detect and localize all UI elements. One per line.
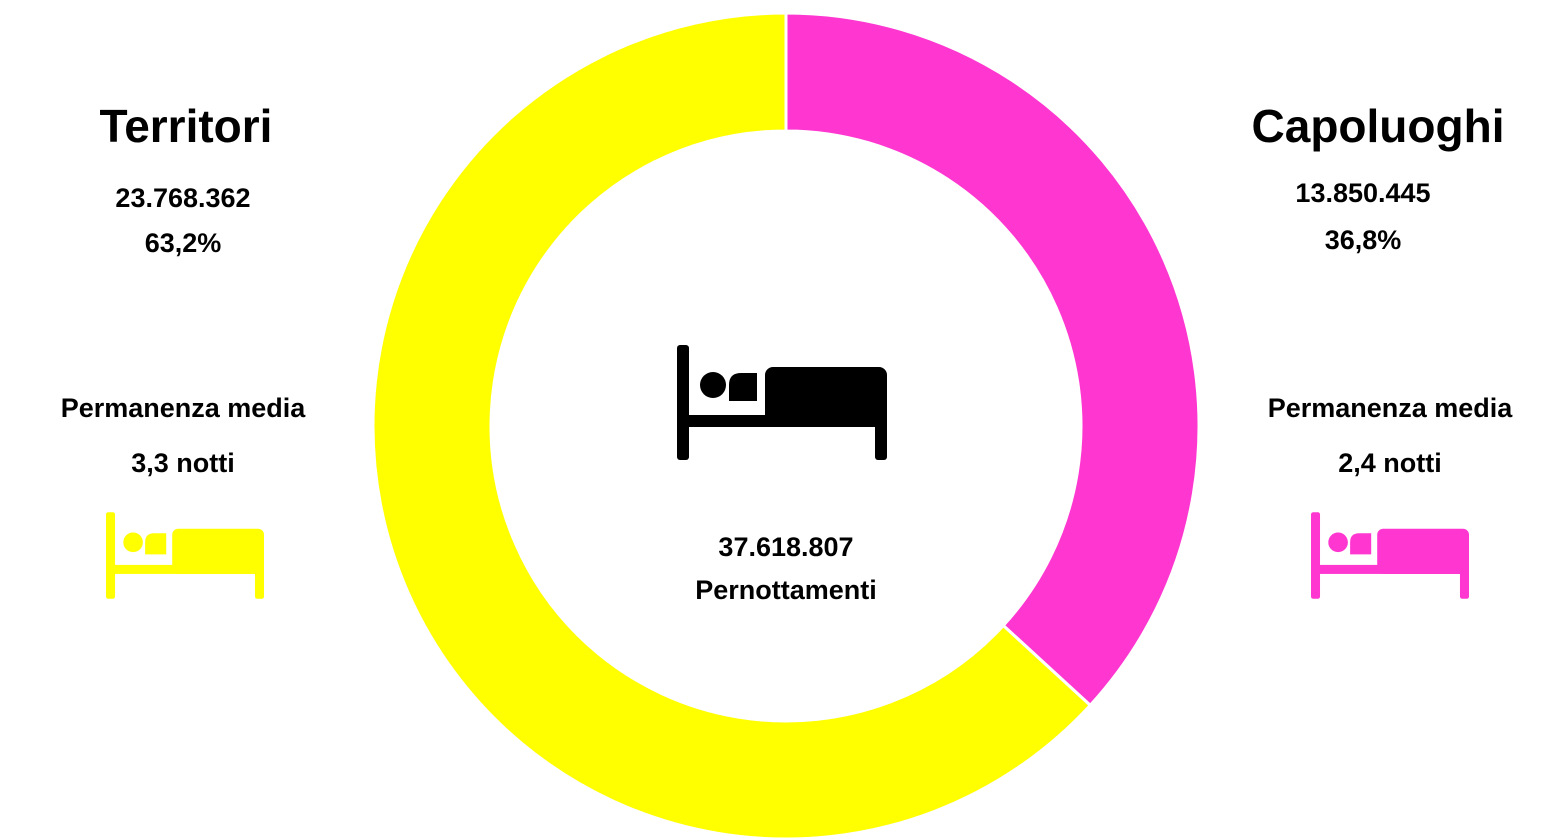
stay-label: 2,4 notti [1338,448,1442,478]
percentage-label: 63,2% [145,228,222,258]
total-label: 37.618.807 [718,532,853,562]
value-label: 13.850.445 [1295,178,1430,208]
bed-icon [1311,512,1469,599]
percentage-label: 36,8% [1325,225,1402,255]
center-label: Pernottamenti [695,575,877,605]
donut-slice [371,11,1093,840]
stay-label: 3,3 notti [131,448,235,478]
category-label: Capoluoghi [1252,100,1505,152]
donut-slice [784,11,1201,708]
value-label: 23.768.362 [115,183,250,213]
donut [371,11,1201,840]
stay-title: Permanenza media [61,393,307,423]
center-bed-icon [677,345,887,460]
bed-icon [106,512,264,599]
category-label: Territori [100,100,273,152]
stay-title: Permanenza media [1268,393,1514,423]
